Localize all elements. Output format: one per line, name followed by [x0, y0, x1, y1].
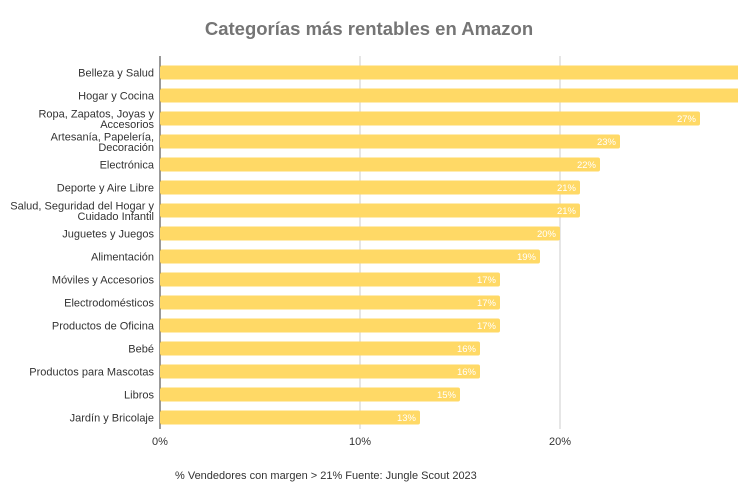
bar: [160, 88, 738, 103]
category-label: Juguetes y Juegos: [62, 229, 154, 241]
data-label: 16%: [457, 344, 477, 355]
bar: [160, 157, 600, 172]
data-label: 23%: [597, 137, 617, 148]
bar: [160, 226, 560, 241]
category-label: Bebé: [128, 344, 154, 356]
data-label: 21%: [557, 206, 577, 217]
category-label: Productos para Mascotas: [29, 367, 154, 379]
bar: [160, 387, 460, 402]
category-label: Ropa, Zapatos, Joyas y Accesorios: [38, 108, 154, 131]
category-label: Productos de Oficina: [52, 321, 155, 333]
bar: [160, 341, 480, 356]
category-label: Libros: [124, 390, 154, 402]
category-label: Jardín y Bricolaje: [70, 413, 154, 425]
bar: [160, 65, 738, 80]
data-labels: 27% 23% 22% 21% 21% 20% 19% 17% 17% 17% 16% 16% 15% 1…: [397, 114, 697, 424]
category-label: Salud, Seguridad del Hogar y Cuidado Infa…: [10, 200, 154, 223]
category-label: Electrodomésticos: [64, 298, 154, 310]
chart-title: Categorías más rentables en Amazon: [204, 18, 534, 39]
category-label: Móviles y Accesorios: [52, 275, 155, 287]
data-label: 17%: [477, 321, 497, 332]
bar: [160, 295, 500, 310]
x-tick-label: 20%: [549, 436, 571, 448]
category-label: Deporte y Aire Libre: [57, 183, 154, 195]
bar: [160, 249, 540, 264]
bar: [160, 364, 480, 379]
bar: [160, 111, 700, 126]
x-tick-label: 10%: [349, 436, 371, 448]
data-label: 16%: [457, 367, 477, 378]
data-label: 13%: [397, 413, 417, 424]
data-label: 22%: [577, 160, 597, 171]
category-label: Alimentación: [91, 252, 154, 264]
data-label: 27%: [677, 114, 697, 125]
data-label: 21%: [557, 183, 577, 194]
category-label: Hogar y Cocina: [78, 91, 155, 103]
bar: [160, 134, 620, 149]
data-label: 19%: [517, 252, 537, 263]
bar: [160, 180, 580, 195]
x-tick-label: 0%: [152, 436, 168, 448]
x-axis-ticks: 0% 10% 20%: [152, 436, 571, 448]
bars: [160, 65, 738, 425]
chart-caption: % Vendedores con margen > 21% Fuente: Ju…: [175, 470, 477, 482]
category-label: Electrónica: [100, 160, 155, 172]
data-label: 20%: [537, 229, 557, 240]
bar: [160, 203, 580, 218]
bar: [160, 272, 500, 287]
bar: [160, 318, 500, 333]
data-label: 15%: [437, 390, 457, 401]
data-label: 17%: [477, 275, 497, 286]
data-label: 17%: [477, 298, 497, 309]
category-label: Belleza y Salud: [78, 68, 154, 80]
bar: [160, 410, 420, 425]
category-label: Artesanía, Papelería, Decoración: [51, 131, 154, 154]
category-labels: Belleza y Salud Hogar y Cocina Ropa, Zapat…: [10, 68, 155, 425]
